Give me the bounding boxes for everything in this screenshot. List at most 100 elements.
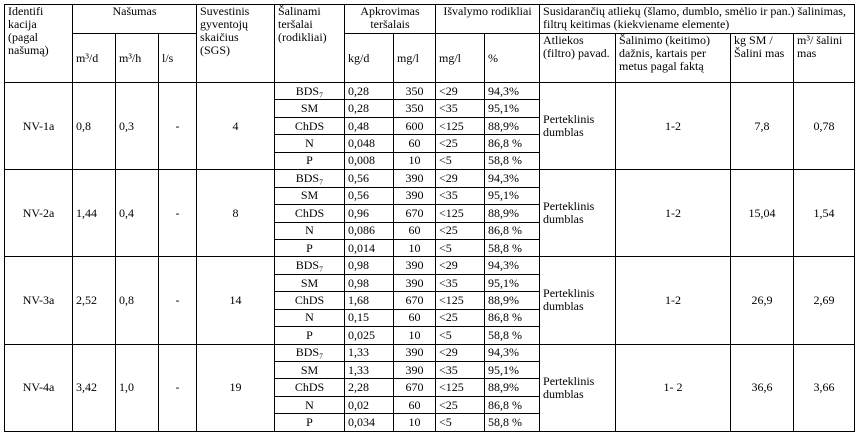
table-row: SM 0,56 390 <35 95,1% — [5, 186, 855, 206]
clean-pct: 88,9% — [483, 116, 541, 136]
load-mgl: 60 — [393, 395, 436, 415]
pollutant-name: BDS₇ — [274, 256, 345, 275]
group-id: NV-1a — [4, 81, 73, 171]
waste-name: Perteklinis dumblas — [539, 343, 617, 433]
waste-name: Perteklinis dumblas — [539, 169, 617, 258]
capacity-m3h: 1,0 — [115, 343, 159, 433]
residents-count: 14 — [196, 256, 275, 345]
waste-name: Perteklinis dumblas — [539, 256, 617, 345]
group-id: NV-2a — [4, 169, 73, 258]
clean-pct: 94,3% — [483, 169, 541, 188]
load-mgl: 600 — [393, 116, 436, 136]
clean-mgl: <35 — [435, 360, 485, 380]
clean-mgl: <25 — [435, 308, 485, 328]
capacity-ls: - — [158, 81, 197, 171]
load-kgd: 0,014 — [344, 238, 394, 258]
clean-pct: 86,8 % — [483, 134, 541, 153]
clean-pct: 58,8 % — [483, 326, 541, 345]
clean-mgl: <29 — [435, 169, 485, 188]
capacity-m3d: 0,8 — [72, 81, 116, 171]
capacity-ls: - — [158, 169, 197, 258]
header-load: Apkrovimas teršalais — [344, 4, 436, 34]
load-mgl: 670 — [393, 291, 436, 310]
m3-removed: 3,66 — [793, 343, 856, 433]
header-m3-removed: m³/ šalini mas — [793, 33, 856, 83]
load-mgl: 390 — [393, 256, 436, 275]
kg-sm: 26,9 — [730, 256, 795, 345]
load-kgd: 0,086 — [344, 221, 394, 240]
load-kgd: 0,15 — [344, 308, 394, 328]
header-identification: Identifi kacija (pagal našumą) — [4, 4, 73, 83]
clean-mgl: <125 — [435, 378, 485, 397]
clean-pct: 58,8 % — [483, 413, 541, 432]
load-mgl: 670 — [393, 204, 436, 223]
pollutant-name: P — [274, 151, 345, 171]
table-row: N 0,048 60 <25 86,8 % — [5, 134, 855, 153]
waste-name: Perteklinis dumblas — [539, 81, 617, 171]
header-cap-m3d: m³/d — [72, 33, 116, 83]
header-cap-ls: l/s — [158, 33, 197, 83]
pollutant-name: ChDS — [274, 378, 345, 397]
table-row: ChDS 0,48 600 <125 88,9% — [5, 116, 855, 136]
header-load-kgd: kg/d — [344, 33, 394, 83]
removal-frequency: 1-2 — [615, 81, 732, 171]
load-kgd: 0,28 — [344, 99, 394, 118]
group-id: NV-3a — [4, 256, 73, 345]
load-kgd: 0,98 — [344, 256, 394, 275]
pollutant-name: ChDS — [274, 204, 345, 223]
load-kgd: 0,48 — [344, 116, 394, 136]
pollutant-name: BDS₇ — [274, 343, 345, 363]
capacity-m3h: 0,8 — [115, 256, 159, 345]
clean-pct: 86,8 % — [483, 395, 541, 415]
load-kgd: 0,025 — [344, 326, 394, 345]
pollutant-name: N — [274, 221, 345, 240]
table-row: NV-1a 0,8 0,3-4 BDS₇ 0,28 350 <29 94,3% Pertekli… — [4, 81, 856, 171]
clean-pct: 88,9% — [483, 204, 541, 223]
pollutant-name: P — [274, 413, 345, 432]
load-kgd: 0,02 — [344, 395, 394, 415]
table-row: N 0,02 60 <25 86,8 % — [5, 395, 855, 415]
pollutant-name: N — [274, 395, 345, 415]
clean-pct: 58,8 % — [483, 238, 541, 258]
table-row: NV-3a 2,52 0,8-14 BDS₇ 0,98 390 <29 94,3% Pertek… — [4, 256, 856, 345]
header-frequency: Šalinimo (keitimo) dažnis, kartais per m… — [615, 33, 732, 83]
table-row: SM 0,28 350 <35 95,1% — [5, 99, 855, 118]
load-mgl: 390 — [393, 343, 436, 363]
clean-pct: 86,8 % — [483, 221, 541, 240]
table-row: N 0,086 60 <25 86,8 % — [5, 221, 855, 240]
clean-mgl: <25 — [435, 134, 485, 153]
header-capacity: Našumas — [72, 4, 197, 34]
clean-mgl: <29 — [435, 343, 485, 363]
table-row: N 0,15 60 <25 86,8 % — [5, 308, 855, 328]
table-row: ChDS 0,96 670 <125 88,9% — [5, 204, 855, 223]
table-row: P 0,008 10 <5 58,8 % — [5, 151, 855, 171]
load-kgd: 0,048 — [344, 134, 394, 153]
load-kgd: 0,98 — [344, 273, 394, 293]
clean-mgl: <125 — [435, 291, 485, 310]
clean-pct: 88,9% — [483, 378, 541, 397]
load-kgd: 1,33 — [344, 360, 394, 380]
pollutant-name: BDS₇ — [274, 81, 345, 101]
m3-removed: 2,69 — [793, 256, 856, 345]
header-load-mgl: mg/l — [393, 33, 436, 83]
clean-pct: 58,8 % — [483, 151, 541, 171]
m3-removed: 0,78 — [793, 81, 856, 171]
load-kgd: 0,008 — [344, 151, 394, 171]
clean-pct: 88,9% — [483, 291, 541, 310]
table-row: P 0,025 10 <5 58,8 % — [5, 326, 855, 345]
load-kgd: 2,28 — [344, 378, 394, 397]
clean-pct: 95,1% — [483, 99, 541, 118]
clean-pct: 94,3% — [483, 343, 541, 363]
clean-mgl: <5 — [435, 326, 485, 345]
clean-mgl: <5 — [435, 151, 485, 171]
clean-mgl: <125 — [435, 204, 485, 223]
pollutant-name: BDS₇ — [274, 169, 345, 188]
residents-count: 19 — [196, 343, 275, 433]
pollutant-name: N — [274, 134, 345, 153]
header-cleaning: Išvalymo rodikliai — [434, 4, 541, 34]
wastewater-treatment-table: Identifi kacija (pagal našumą) Našumas S… — [4, 4, 856, 433]
header-residents: Suvestinis gyventojų skaičius (SGS) — [196, 4, 275, 83]
clean-pct: 94,3% — [483, 256, 541, 275]
residents-count: 4 — [196, 81, 275, 171]
removal-frequency: 1-2 — [615, 169, 732, 258]
